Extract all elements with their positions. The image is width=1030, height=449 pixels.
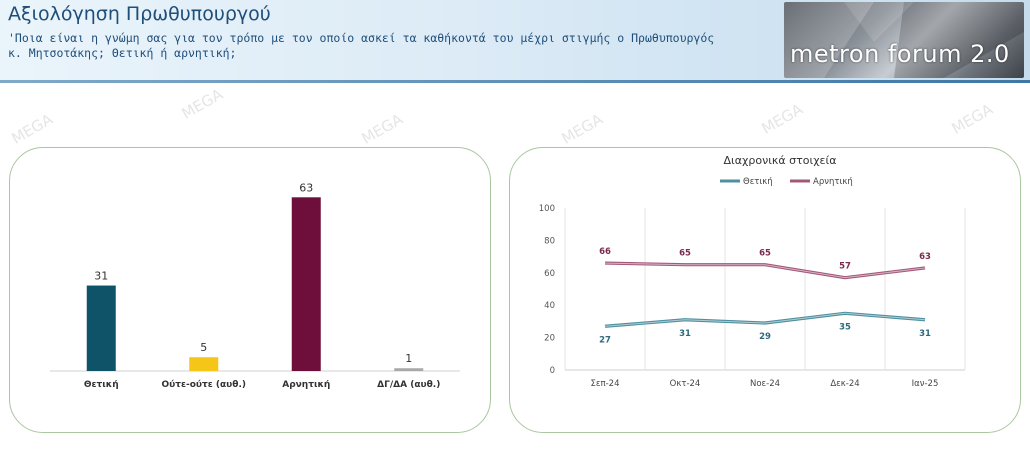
bar-category-label: Αρνητική — [282, 380, 330, 390]
x-tick-label: Δεκ-24 — [830, 379, 859, 389]
data-label: 66 — [599, 247, 611, 257]
question-text: 'Ποια είναι η γνώμη σας για τον τρόπο με… — [8, 31, 715, 60]
data-label: 65 — [679, 249, 691, 259]
data-label: 57 — [839, 262, 851, 272]
y-tick-label: 100 — [539, 204, 555, 214]
watermark: MEGA — [558, 110, 606, 148]
legend-label: Αρνητική — [813, 177, 853, 187]
bar — [394, 368, 424, 371]
bar — [86, 285, 116, 371]
data-label: 63 — [919, 252, 931, 262]
legend-label: Θετική — [743, 177, 773, 187]
bar-value-label: 5 — [200, 341, 207, 354]
watermark: MEGA — [178, 85, 226, 123]
y-tick-label: 40 — [544, 301, 555, 311]
series-line-highlight — [604, 262, 926, 279]
watermark: MEGA — [8, 110, 56, 148]
bar-value-label: 31 — [94, 270, 108, 283]
watermark: MEGA — [948, 100, 996, 138]
x-tick-label: Σεπ-24 — [591, 379, 620, 389]
metron-forum-logo: metron forum 2.0 — [784, 2, 1024, 78]
bar-category-label: Θετική — [84, 380, 119, 390]
bar — [189, 357, 219, 371]
bar-category-label: Ούτε-ούτε (αυθ.) — [162, 380, 246, 390]
y-tick-label: 60 — [544, 269, 555, 279]
data-label: 31 — [679, 329, 691, 339]
header-divider — [0, 80, 1030, 83]
line-chart-panel: Διαχρονικά στοιχεία Θετική Αρνητική 0 20 40 6… — [509, 147, 1021, 433]
bar-chart-panel: 31 Θετική 5 Ούτε-ούτε (αυθ.) 63 Αρνητική 1 ΔΓ/Δ… — [9, 147, 491, 433]
bar-value-label: 63 — [299, 181, 313, 194]
line-chart: Διαχρονικά στοιχεία Θετική Αρνητική 0 20 40 6… — [539, 154, 966, 389]
logo-texture — [784, 2, 1024, 78]
chart-title: Διαχρονικά στοιχεία — [724, 154, 837, 167]
y-tick-label: 20 — [544, 334, 555, 344]
series-line — [604, 311, 926, 328]
logo-text: metron forum 2.0 — [790, 40, 1010, 68]
data-label: 27 — [599, 335, 611, 345]
bar — [291, 197, 321, 371]
x-tick-label: Οκτ-24 — [670, 379, 701, 389]
series-line — [604, 261, 926, 280]
bar-chart: 31 Θετική 5 Ούτε-ούτε (αυθ.) 63 Αρνητική 1 ΔΓ/Δ… — [50, 181, 460, 390]
x-tick-label: Ιαν-25 — [912, 379, 939, 389]
page-title: Αξιολόγηση Πρωθυπουργού — [8, 3, 271, 25]
data-label: 65 — [759, 249, 771, 259]
y-tick-label: 0 — [550, 366, 555, 376]
watermark: MEGA — [358, 110, 406, 148]
data-label: 31 — [919, 329, 931, 339]
watermark: MEGA — [758, 100, 806, 138]
bar-value-label: 1 — [405, 352, 412, 365]
data-label: 35 — [839, 322, 851, 332]
data-label: 29 — [759, 332, 771, 342]
x-tick-label: Νοε-24 — [750, 379, 780, 389]
bar-category-label: ΔΓ/ΔΑ (αυθ.) — [377, 380, 440, 390]
series-line-highlight — [604, 312, 926, 327]
y-tick-label: 80 — [544, 236, 555, 246]
